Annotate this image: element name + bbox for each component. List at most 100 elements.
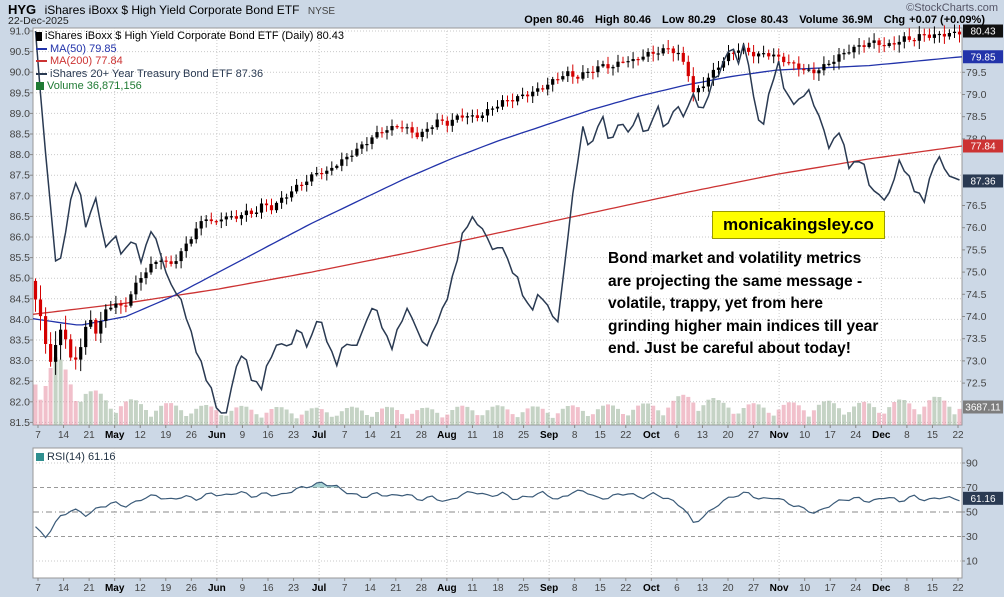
svg-text:15: 15 (927, 430, 939, 441)
quote-value-open: 80.46 (556, 14, 584, 26)
svg-text:3687.11: 3687.11 (965, 403, 1001, 414)
svg-text:19: 19 (160, 430, 172, 441)
svg-text:7: 7 (342, 583, 348, 594)
svg-text:8: 8 (572, 430, 578, 441)
svg-text:18: 18 (492, 583, 504, 594)
svg-text:26: 26 (186, 583, 198, 594)
svg-text:88.5: 88.5 (10, 129, 31, 141)
svg-text:88.0: 88.0 (10, 149, 31, 161)
svg-text:7: 7 (35, 430, 41, 441)
legend-row-ma50: MA(50) 79.85 (36, 43, 344, 56)
svg-text:Aug: Aug (437, 583, 456, 594)
svg-text:86.5: 86.5 (10, 211, 31, 223)
chart-legend: iShares iBoxx $ High Yield Corporate Bon… (36, 30, 344, 93)
svg-text:77.84: 77.84 (970, 141, 995, 152)
svg-text:7: 7 (342, 430, 348, 441)
quote-label-open: Open (524, 14, 553, 26)
svg-text:Jun: Jun (208, 430, 226, 441)
svg-text:28: 28 (416, 583, 428, 594)
svg-text:11: 11 (467, 430, 478, 441)
svg-text:83.5: 83.5 (10, 335, 31, 347)
svg-text:50: 50 (966, 507, 978, 519)
watermark-site-tag: monicakingsley.co (712, 211, 885, 239)
svg-text:16: 16 (262, 430, 274, 441)
x-axis-main: 7 14 21 May 12 19 26 Jun 9 16 23 Jul 7 14 21 28 Aug 11 18 2… (35, 425, 964, 441)
svg-text:22: 22 (620, 430, 632, 441)
svg-text:90.0: 90.0 (10, 67, 31, 79)
svg-text:79.85: 79.85 (970, 52, 995, 63)
ma200-line-icon (36, 60, 47, 63)
svg-text:90: 90 (966, 458, 978, 470)
svg-text:Aug: Aug (437, 430, 456, 441)
annotation-line: grinding higher main indices till year (608, 317, 879, 335)
svg-text:8: 8 (904, 430, 910, 441)
legend-row-volume: Volume 36,871,156 (36, 80, 344, 93)
svg-text:10: 10 (799, 583, 811, 594)
svg-text:21: 21 (84, 583, 96, 594)
svg-text:Oct: Oct (643, 583, 660, 594)
svg-text:6: 6 (674, 583, 680, 594)
svg-text:73.5: 73.5 (966, 333, 987, 345)
legend-label-ma200: MA(200) 77.84 (50, 55, 123, 67)
svg-text:70: 70 (966, 482, 978, 494)
ticker-symbol: HYG (8, 2, 37, 17)
svg-text:Oct: Oct (643, 430, 660, 441)
ma50-line (32, 56, 963, 326)
quote-value-low: 80.29 (688, 14, 716, 26)
svg-text:15: 15 (927, 583, 939, 594)
quote-label-chg: Chg (883, 14, 906, 26)
rsi-legend-label: RSI(14) 61.16 (47, 451, 116, 463)
svg-text:20: 20 (722, 583, 734, 594)
svg-text:79.5: 79.5 (966, 67, 987, 79)
svg-text:27: 27 (748, 430, 760, 441)
svg-text:26: 26 (186, 430, 198, 441)
ma50-line-icon (36, 47, 47, 50)
rsi-legend: RSI(14) 61.16 (36, 451, 115, 463)
stockcharts-copyright: ©StockCharts.com (906, 2, 998, 14)
chart-date: 22-Dec-2025 (8, 15, 69, 27)
svg-text:72.5: 72.5 (966, 378, 987, 390)
quote-value-volume: 36.9M (842, 14, 873, 26)
svg-text:13: 13 (697, 583, 709, 594)
legend-label-volume: Volume 36,871,156 (47, 80, 142, 92)
svg-text:17: 17 (825, 430, 837, 441)
annotation-text-block: Bond market and volatility metrics are p… (608, 248, 953, 361)
quote-value-chg: +0.07 (+0.09%) (909, 14, 985, 26)
svg-text:81.5: 81.5 (10, 417, 31, 429)
svg-text:83.0: 83.0 (10, 355, 31, 367)
svg-text:May: May (105, 430, 125, 441)
svg-text:Sep: Sep (540, 430, 558, 441)
ohlc-quote-bar: Open 80.46 High 80.46 Low 80.29 Close 80.43 … (516, 14, 985, 26)
svg-text:24: 24 (850, 430, 862, 441)
svg-text:90.5: 90.5 (10, 46, 31, 58)
svg-text:21: 21 (84, 430, 96, 441)
ma200-line (32, 145, 963, 315)
svg-text:8: 8 (572, 583, 578, 594)
svg-text:17: 17 (825, 583, 837, 594)
svg-text:Dec: Dec (872, 583, 891, 594)
treasury-etf-line (34, 30, 960, 414)
svg-text:Sep: Sep (540, 583, 558, 594)
svg-text:18: 18 (492, 430, 504, 441)
legend-row-price: iShares iBoxx $ High Yield Corporate Bon… (36, 30, 344, 43)
svg-text:74.0: 74.0 (966, 311, 987, 323)
svg-text:22: 22 (952, 583, 964, 594)
quote-label-close: Close (726, 14, 757, 26)
exchange-label: NYSE (307, 6, 336, 17)
candlesticks (33, 24, 962, 375)
svg-text:75.5: 75.5 (966, 244, 987, 256)
svg-text:89.5: 89.5 (10, 87, 31, 99)
y-axis-left: 91.0 90.5 90.0 89.5 89.0 88.5 88.0 87.5 87.0 86.5… (10, 26, 33, 429)
svg-text:85.0: 85.0 (10, 273, 31, 285)
svg-text:11: 11 (467, 583, 478, 594)
rsi-panel: 90 70 50 30 10 61.16 (32, 447, 1003, 579)
svg-text:84.5: 84.5 (10, 293, 31, 305)
svg-text:80.43: 80.43 (970, 27, 995, 38)
svg-text:9: 9 (240, 583, 246, 594)
quote-label-volume: Volume (799, 14, 839, 26)
svg-text:61.16: 61.16 (970, 494, 995, 505)
svg-text:Nov: Nov (770, 583, 789, 594)
quote-value-high: 80.46 (623, 14, 651, 26)
svg-text:Dec: Dec (872, 430, 891, 441)
svg-text:87.36: 87.36 (970, 176, 995, 187)
